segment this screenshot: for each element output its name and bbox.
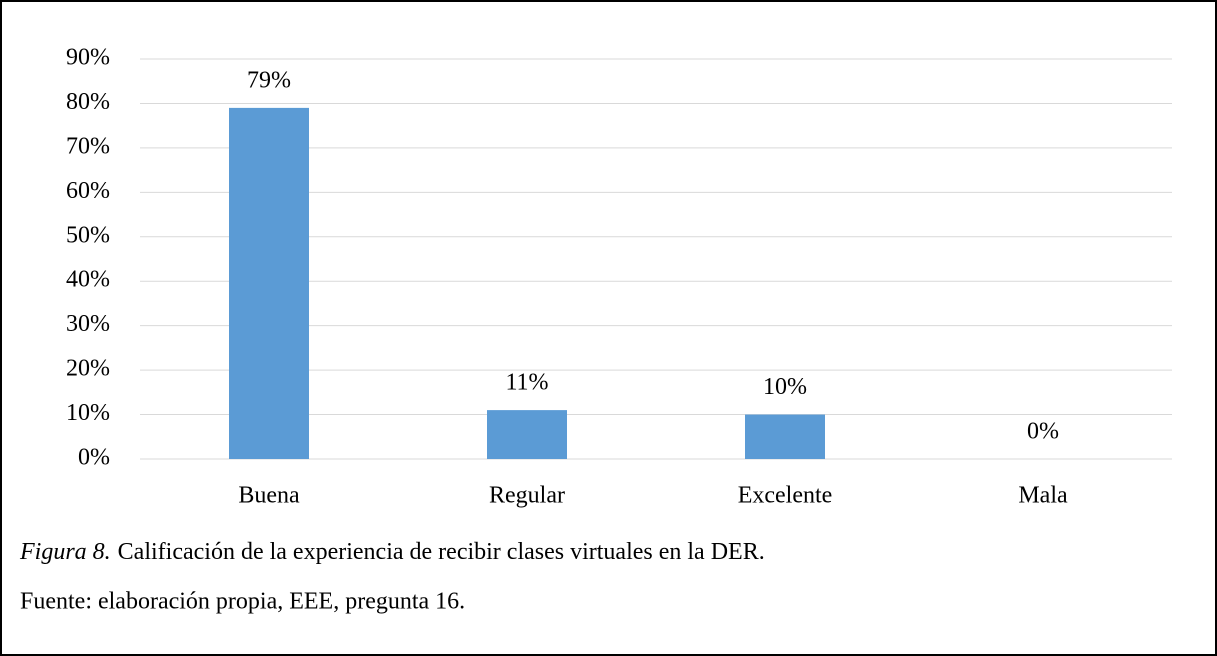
- data-label: 11%: [505, 370, 548, 396]
- y-tick-label: 50%: [66, 222, 110, 248]
- y-tick-label: 30%: [66, 311, 110, 337]
- x-tick-label: Buena: [238, 483, 300, 509]
- y-tick-label: 20%: [66, 356, 110, 382]
- data-label: 0%: [1027, 419, 1059, 445]
- y-tick-label: 60%: [66, 178, 110, 204]
- source: Fuente: elaboración propia, EEE, pregunt…: [20, 589, 465, 615]
- x-tick-label: Regular: [489, 483, 565, 509]
- y-tick-label: 90%: [66, 45, 110, 71]
- y-tick-label: 70%: [66, 133, 110, 159]
- y-tick-label: 40%: [66, 267, 110, 293]
- data-label: 79%: [247, 67, 291, 93]
- bar: [487, 410, 567, 459]
- caption-text: Calificación de la experiencia de recibi…: [118, 539, 765, 565]
- caption-label: Figura 8.: [19, 539, 111, 565]
- y-tick-label: 10%: [66, 400, 110, 426]
- y-tick-label: 80%: [66, 89, 110, 115]
- caption: Figura 8. Calificación de la experiencia …: [19, 539, 765, 565]
- x-tick-label: Mala: [1018, 483, 1068, 509]
- bar: [745, 414, 825, 459]
- x-tick-label: Excelente: [738, 483, 833, 509]
- data-label: 10%: [763, 374, 807, 400]
- bar: [229, 107, 309, 459]
- y-tick-label: 0%: [78, 445, 110, 471]
